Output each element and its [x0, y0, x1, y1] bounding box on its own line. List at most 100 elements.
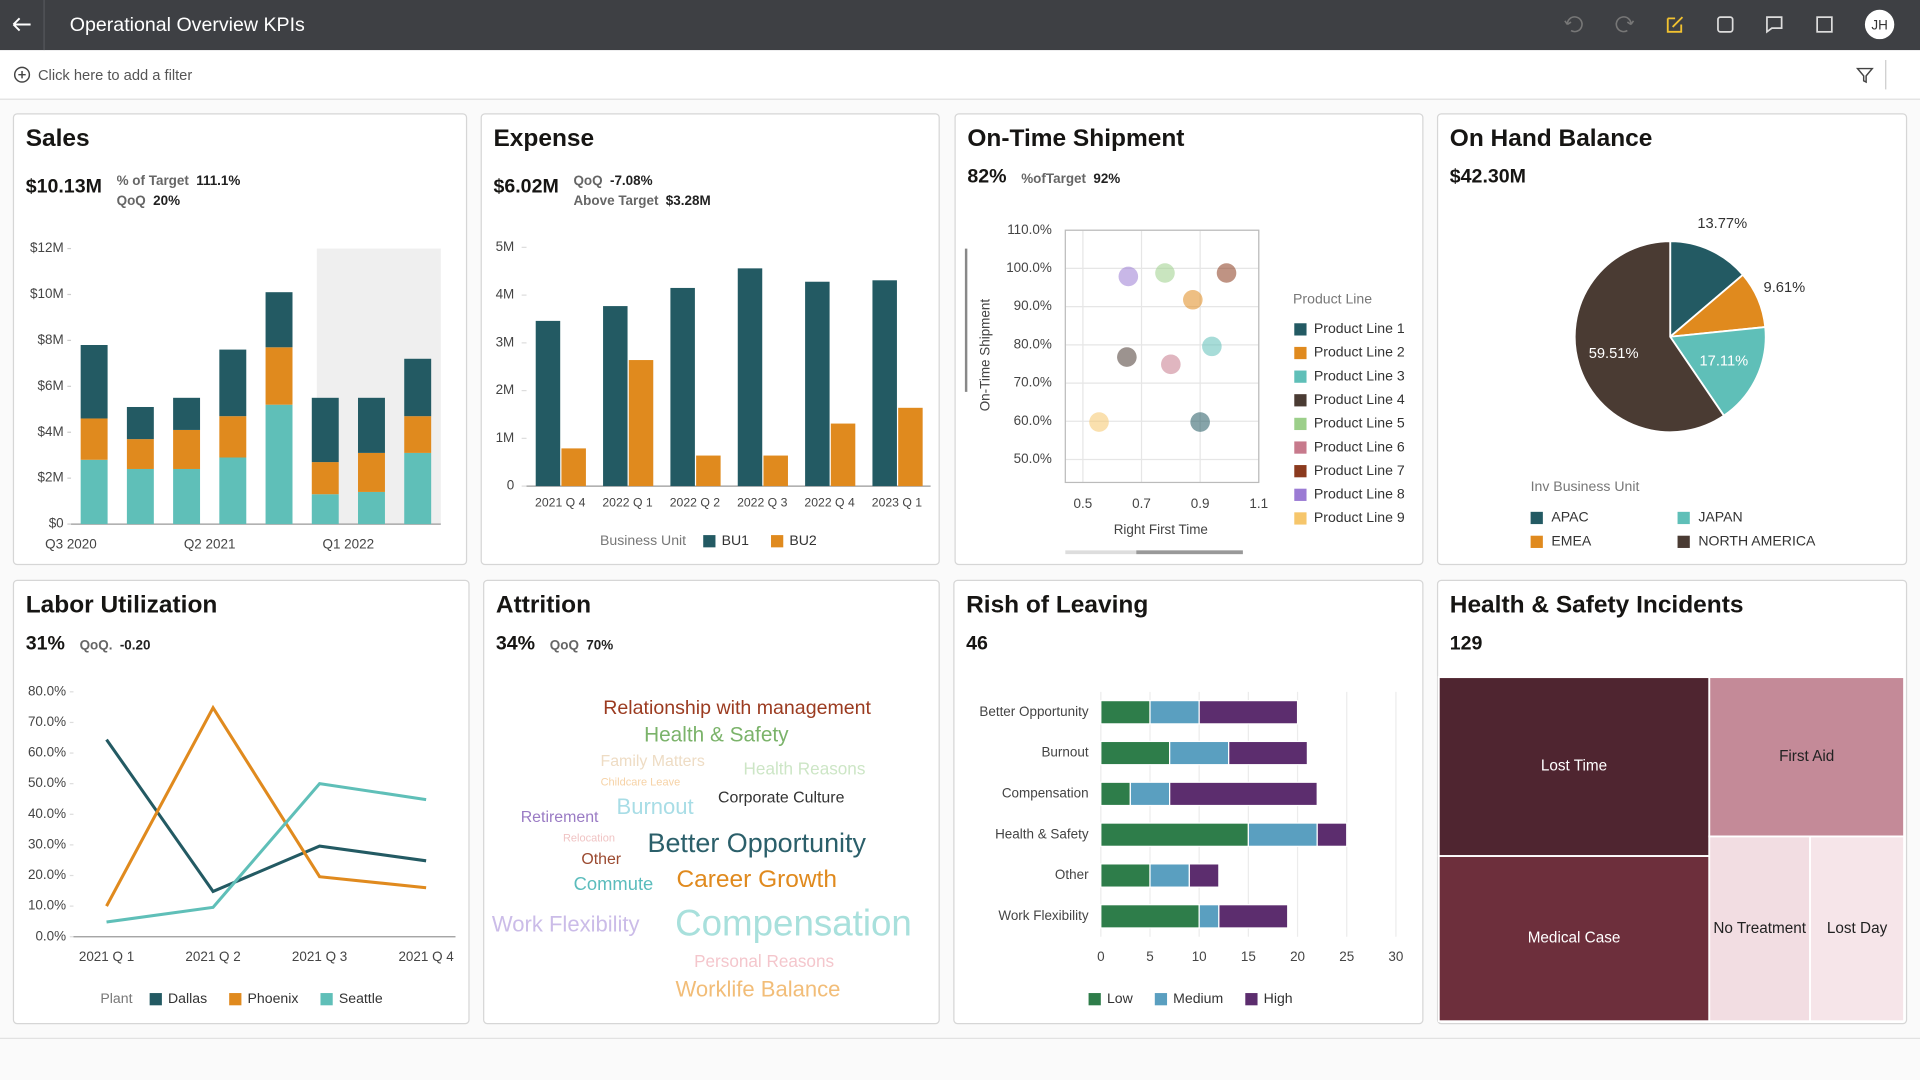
bar-segment — [404, 452, 432, 525]
legend-label: Product Line 5 — [1314, 415, 1405, 431]
kpi-detail-value: 70% — [586, 637, 613, 652]
y-tick-label: 70.0% — [1014, 375, 1052, 390]
y-tick-label: 100.0% — [1006, 260, 1052, 275]
kpi-detail-value: -7.08% — [610, 173, 653, 188]
pie-slice — [1668, 326, 1767, 417]
point — [1161, 354, 1181, 375]
edit-button[interactable] — [1666, 16, 1684, 33]
legend-label: NORTH AMERICA — [1698, 533, 1816, 549]
legend-label: EMEA — [1551, 533, 1592, 549]
card-title: On Hand Balance — [1450, 125, 1653, 152]
y-tick-label: Other — [1055, 867, 1089, 882]
kpi-detail: QoQ -7.08% — [573, 173, 652, 188]
slice-label: 13.77% — [1697, 216, 1747, 232]
x-tick-label: 10 — [1192, 949, 1207, 964]
bar — [561, 448, 586, 487]
slice-label: 59.51% — [1589, 346, 1639, 362]
y-tick-label: 2M — [496, 382, 515, 397]
bar-segment — [1218, 904, 1289, 929]
x-tick-label: Q3 2020 — [45, 536, 97, 551]
comments-button[interactable] — [1766, 16, 1783, 34]
y-tick-label: 30.0% — [28, 836, 66, 851]
legend-swatch — [1294, 370, 1307, 383]
word: Relocation — [563, 833, 615, 845]
y-tick-label: 70.0% — [28, 714, 66, 729]
card — [12, 579, 470, 1025]
treemap-label: Medical Case — [1528, 930, 1621, 947]
y-tick-label: 20.0% — [28, 867, 66, 882]
bar — [872, 280, 897, 487]
y-tick-label: $0 — [49, 516, 64, 531]
legend-swatch — [1245, 993, 1258, 1006]
bar-segment — [1100, 781, 1131, 807]
bar — [603, 306, 628, 487]
x-tick-label: Q2 2021 — [184, 536, 236, 551]
x-tick-label: 2022 Q 3 — [737, 495, 788, 509]
kpi-detail-label: QoQ — [550, 637, 579, 652]
word: Health & Safety — [644, 723, 789, 746]
word: Better Opportunity — [647, 828, 866, 858]
legend-swatch — [1154, 993, 1168, 1006]
redo-button[interactable] — [1615, 16, 1635, 33]
bar-segment — [404, 416, 432, 453]
line — [105, 704, 427, 907]
x-tick-label: 0.7 — [1132, 496, 1151, 511]
legend-swatch — [229, 993, 242, 1006]
add-filter-icon[interactable] — [13, 66, 31, 83]
bar-segment — [1100, 822, 1249, 847]
y-tick-label: 3M — [496, 334, 515, 349]
y-tick-label: Work Flexibility — [998, 908, 1088, 923]
treemap-label: First Aid — [1779, 748, 1834, 765]
bar — [898, 407, 923, 487]
bar-segment — [1188, 863, 1220, 888]
slice-label: 9.61% — [1764, 280, 1806, 296]
bar — [670, 287, 695, 487]
filter-button[interactable] — [1855, 67, 1874, 84]
undo-button[interactable] — [1564, 16, 1583, 33]
present-button[interactable] — [1816, 16, 1833, 33]
treemap-label: Lost Day — [1827, 920, 1888, 937]
y-tick-label: Better Opportunity — [979, 704, 1088, 719]
card-title: Sales — [26, 125, 90, 152]
kpi-detail-value: $3.28M — [666, 192, 711, 207]
legend-swatch — [1294, 346, 1307, 360]
point — [1190, 412, 1210, 432]
y-tick-label: 50.0% — [1014, 451, 1052, 466]
x-tick-label: 25 — [1339, 949, 1354, 964]
legend-swatch — [1677, 535, 1690, 548]
legend-label: Product Line 1 — [1314, 320, 1405, 336]
legend-swatch — [1294, 488, 1307, 501]
bar-segment — [311, 462, 339, 495]
kpi-detail: QoQ 70% — [550, 637, 613, 652]
add-filter-prompt[interactable]: Click here to add a filter — [38, 68, 192, 84]
x-tick-label: 0.9 — [1191, 496, 1210, 511]
point — [1118, 266, 1139, 287]
user-avatar[interactable] — [1864, 9, 1895, 40]
word: Career Growth — [677, 866, 837, 893]
kpi-detail-value: -0.20 — [120, 637, 151, 652]
bar-segment — [311, 494, 339, 525]
bar-segment — [1169, 781, 1318, 807]
word: Health Reasons — [744, 759, 866, 779]
y-tick-label: $8M — [38, 332, 64, 347]
card-title: On-Time Shipment — [967, 125, 1184, 152]
back-button[interactable] — [12, 17, 31, 32]
kpi-detail-value: 92% — [1093, 170, 1120, 185]
card — [483, 579, 940, 1025]
y-tick-label: 110.0% — [1007, 222, 1052, 237]
bar-segment — [219, 457, 247, 525]
word: Corporate Culture — [718, 790, 845, 807]
legend-label: Product Line 7 — [1314, 462, 1405, 478]
legend-label: Phoenix — [248, 990, 299, 1006]
kpi-value: 31% — [26, 632, 65, 654]
y-tick-label: 60.0% — [28, 745, 66, 760]
y-tick-label: $2M — [38, 470, 64, 485]
data-button[interactable] — [1717, 16, 1734, 33]
add-filter-plus — [18, 71, 26, 79]
y-tick-label: 90.0% — [1014, 298, 1052, 313]
kpi-value: 82% — [967, 166, 1006, 188]
kpi-detail-label: Above Target — [573, 192, 658, 207]
word: Work Flexibility — [492, 912, 640, 937]
x-tick-label: 5 — [1146, 949, 1153, 964]
legend-title: Inv Business Unit — [1531, 478, 1640, 494]
